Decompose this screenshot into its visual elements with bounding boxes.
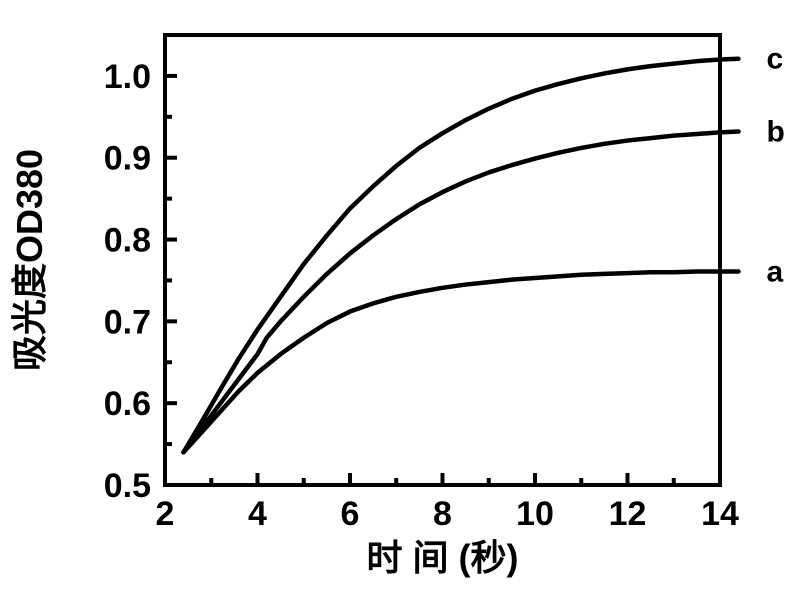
y-tick-label: 0.5 xyxy=(104,467,151,505)
line-chart: 2 4 6 8 10 12 14 0.5 0.6 0.7 0.8 0.9 1.0 a b c 时 间 (秒) 吸光… xyxy=(0,0,800,598)
x-tick-label: 10 xyxy=(516,495,554,533)
series-label-c: c xyxy=(767,43,784,76)
x-tick-label: 12 xyxy=(609,495,647,533)
y-tick-label: 0.7 xyxy=(104,303,151,341)
x-tick-label: 4 xyxy=(248,495,267,533)
x-tick-label: 6 xyxy=(341,495,360,533)
series-label-a: a xyxy=(767,255,784,288)
x-axis-title: 时 间 (秒) xyxy=(367,537,519,578)
x-tick-label: 8 xyxy=(433,495,452,533)
y-tick-label: 1.0 xyxy=(104,58,151,96)
series-label-b: b xyxy=(767,116,785,149)
y-tick-label: 0.6 xyxy=(104,385,151,423)
x-tick-label: 2 xyxy=(156,495,175,533)
chart-container: 2 4 6 8 10 12 14 0.5 0.6 0.7 0.8 0.9 1.0 a b c 时 间 (秒) 吸光… xyxy=(0,0,800,598)
y-tick-label: 0.8 xyxy=(104,222,151,260)
y-axis-title: 吸光度OD380 xyxy=(9,149,50,371)
y-tick-label: 0.9 xyxy=(104,140,151,178)
x-tick-label: 14 xyxy=(701,495,739,533)
